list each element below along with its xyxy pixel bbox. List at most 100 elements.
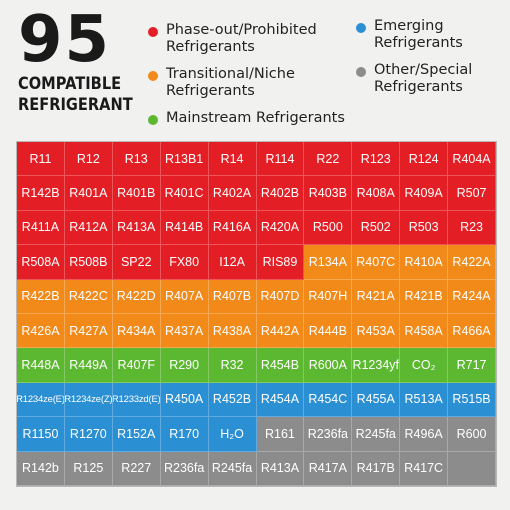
refrigerant-cell: R422C (64, 279, 113, 314)
legend-emerging: Emerging Refrigerants (356, 18, 463, 52)
refrigerant-cell: R161 (256, 417, 305, 452)
refrigerant-cell: R245fa (352, 417, 401, 452)
refrigerant-cell: R407B (208, 279, 257, 314)
refrigerant-cell: R500 (304, 210, 353, 246)
legend-phaseout: Phase-out/Prohibited Refrigerants (148, 22, 317, 56)
refrigerant-cell: CO₂ (400, 348, 449, 383)
other-dot-icon (356, 67, 366, 77)
refrigerant-cell: R13 (112, 142, 161, 177)
refrigerant-cell: R402A (208, 176, 257, 211)
subtitle-line1: COMPATIBLE (18, 74, 122, 94)
legend-mainstream: Mainstream Refrigerants (148, 110, 345, 127)
refrigerant-cell: R417B (352, 451, 401, 486)
refrigerant-cell: R442A (256, 314, 305, 349)
refrigerant-cell: R152A (112, 417, 161, 452)
refrigerant-cell: R421B (400, 279, 449, 314)
refrigerant-cell: R402B (256, 176, 305, 211)
legend-transitional-line1: Transitional/Niche (166, 66, 295, 82)
refrigerant-cell: R413A (112, 210, 161, 246)
refrigerant-cell: R125 (64, 451, 113, 486)
refrigerant-cell: R444B (304, 314, 353, 349)
refrigerant-cell: R401B (112, 176, 161, 211)
refrigerant-cell: R124 (400, 142, 449, 177)
refrigerant-cell: R434A (112, 314, 161, 349)
subtitle-line2: REFRIGERANT (18, 95, 133, 115)
refrigerant-cell: R458A (400, 314, 449, 349)
refrigerant-cell: SP22 (112, 245, 161, 280)
refrigerant-cell: R424A (448, 279, 496, 314)
refrigerant-cell: R466A (448, 314, 496, 349)
refrigerant-cell: R502 (352, 210, 401, 246)
refrigerant-cell: R401A (64, 176, 113, 211)
refrigerant-cell: R1233zd(E) (112, 382, 161, 418)
refrigerant-cell: R411A (17, 210, 65, 246)
refrigerant-cell: R717 (448, 348, 496, 383)
refrigerant-cell: R12 (64, 142, 113, 177)
refrigerant-cell: R416A (208, 210, 257, 246)
refrigerant-cell: R407C (352, 245, 401, 280)
refrigerant-cell: R600 (448, 417, 496, 452)
refrigerant-cell: R449A (64, 348, 113, 383)
refrigerant-cell: RIS89 (256, 245, 305, 280)
refrigerant-cell: R452B (208, 382, 257, 418)
refrigerant-cell: R236fa (160, 451, 209, 486)
refrigerant-cell: R407D (256, 279, 305, 314)
refrigerant-cell: R412A (64, 210, 113, 246)
refrigerant-cell: R421A (352, 279, 401, 314)
refrigerant-cell: R513A (400, 382, 449, 418)
legend-other-line1: Other/Special (374, 62, 473, 78)
refrigerant-cell: R227 (112, 451, 161, 486)
refrigerant-cell: R123 (352, 142, 401, 177)
refrigerant-cell: R417A (304, 451, 353, 486)
refrigerant-cell: R1234ze(E) (17, 382, 65, 418)
refrigerant-cell: R455A (352, 382, 401, 418)
legend-phaseout-line1: Phase-out/Prohibited (166, 22, 317, 38)
refrigerant-cell: R23 (448, 210, 496, 246)
refrigerant-cell: R422B (17, 279, 65, 314)
refrigerant-cell: R142b (17, 451, 65, 486)
legend-emerging-line1: Emerging (374, 18, 444, 34)
refrigerant-cell: R422A (448, 245, 496, 280)
refrigerant-cell: R22 (304, 142, 353, 177)
legend-other: Other/Special Refrigerants (356, 62, 472, 96)
refrigerant-cell: R437A (160, 314, 209, 349)
refrigerant-cell: R426A (17, 314, 65, 349)
refrigerant-cell: R1234yf (352, 348, 401, 383)
legend-phaseout-line2: Refrigerants (166, 39, 255, 55)
refrigerant-cell: R454B (256, 348, 305, 383)
refrigerant-cell: R414B (160, 210, 209, 246)
subtitle: COMPATIBLE REFRIGERANT (18, 74, 133, 116)
refrigerant-cell: R32 (208, 348, 257, 383)
refrigerant-cell: R508A (17, 245, 65, 280)
refrigerant-cell: R508B (64, 245, 113, 280)
refrigerant-cell: R1150 (17, 417, 65, 452)
header: 95 COMPATIBLE REFRIGERANT Phase-out/Proh… (0, 0, 510, 138)
refrigerant-cell: H₂O (208, 417, 257, 452)
refrigerant-cell: R515B (448, 382, 496, 418)
refrigerant-cell: R114 (256, 142, 305, 177)
refrigerant-cell: R453A (352, 314, 401, 349)
refrigerant-cell: R13B1 (160, 142, 209, 177)
refrigerant-cell: R417C (400, 451, 449, 486)
refrigerant-cell: R496A (400, 417, 449, 452)
refrigerant-cell: R407F (112, 348, 161, 383)
refrigerant-cell: R413A (256, 451, 305, 486)
refrigerant-cell: R11 (17, 142, 65, 177)
refrigerant-cell: R454A (256, 382, 305, 418)
refrigerant-cell: R1234ze(Z) (64, 382, 113, 418)
refrigerant-cell: R14 (208, 142, 257, 177)
refrigerant-cell: R420A (256, 210, 305, 246)
refrigerant-cell: R407A (160, 279, 209, 314)
refrigerant-cell: R170 (160, 417, 209, 452)
refrigerant-cell: R245fa (208, 451, 257, 486)
refrigerant-cell: FX80 (160, 245, 209, 280)
refrigerant-cell: R448A (17, 348, 65, 383)
refrigerant-cell: R438A (208, 314, 257, 349)
mainstream-dot-icon (148, 115, 158, 125)
refrigerant-cell: R410A (400, 245, 449, 280)
refrigerant-cell: R404A (448, 142, 496, 177)
refrigerant-cell: I12A (208, 245, 257, 280)
refrigerant-cell: R507 (448, 176, 496, 211)
emerging-dot-icon (356, 23, 366, 33)
refrigerant-cell: R427A (64, 314, 113, 349)
